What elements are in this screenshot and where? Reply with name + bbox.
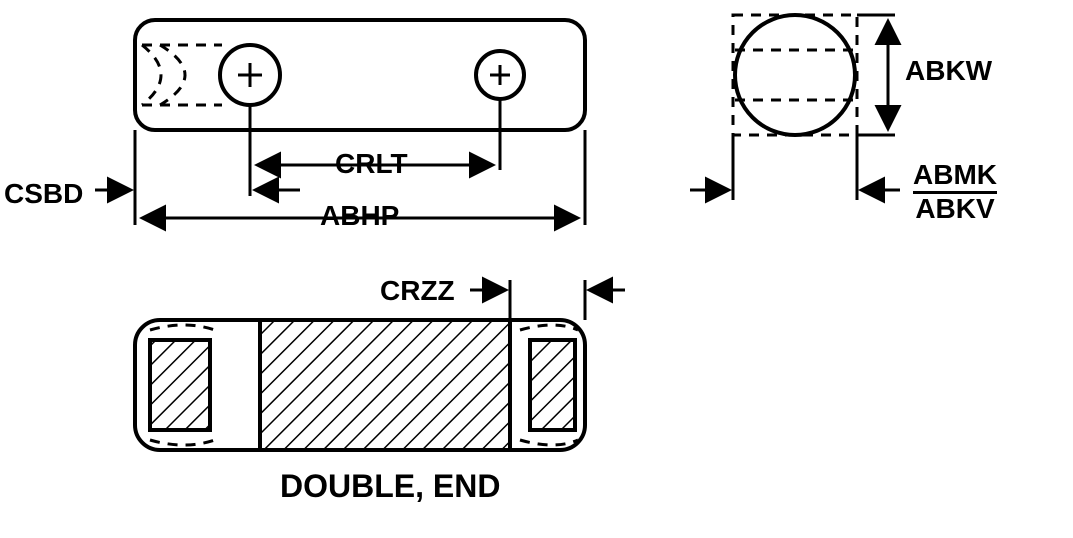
hatch-left [150,340,210,430]
diagram-container: CSBD CRLT ABHP CRZZ ABKW ABMK ABKV DOUBL… [0,0,1073,538]
top-left-dashed-arc-back [142,45,161,105]
crlt-label: CRLT [335,148,408,180]
abmk-text: ABMK [913,160,997,191]
bot-right-dash-top [520,325,578,330]
top-left-dashed-arc-front [160,45,185,105]
abmk-abkv-label: ABMK ABKV [913,160,997,225]
abkw-label: ABKW [905,55,992,87]
bot-left-dash-top [150,325,215,330]
hatch-main [260,320,510,450]
hatch-right [530,340,575,430]
crzz-label: CRZZ [380,275,455,307]
top-rect [135,20,585,130]
bot-left-dash-bot [150,440,215,445]
csbd-label: CSBD [4,178,83,210]
abhp-label: ABHP [320,200,399,232]
bot-right-dash-bot [520,440,578,445]
diagram-title: DOUBLE, END [280,468,500,505]
end-circle [735,15,855,135]
abkv-text: ABKV [913,191,997,225]
